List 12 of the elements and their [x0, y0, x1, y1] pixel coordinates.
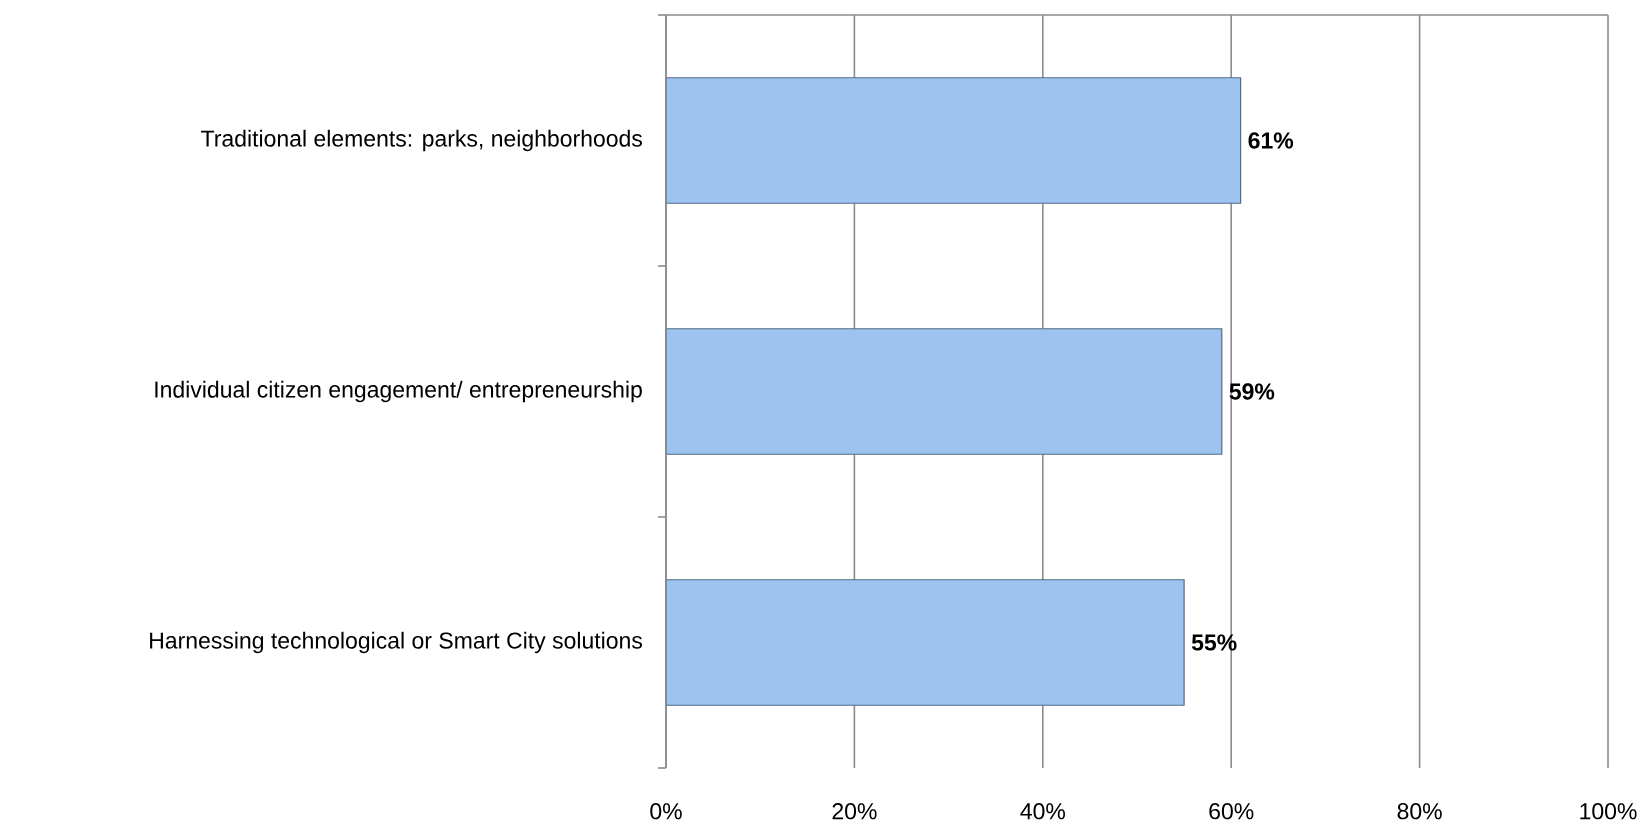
x-tick-label: 0%	[650, 803, 682, 820]
x-tick-label: 40%	[1020, 803, 1065, 820]
y-tick-label: Harnessing technological or Smart City solutions	[150, 631, 643, 654]
x-tick-label: 100%	[1580, 803, 1637, 820]
x-tick-label: 80%	[1397, 803, 1442, 820]
y-tick-label: Traditional elements: parks, neighborhoods	[201, 129, 642, 152]
data-label: 59%	[1229, 383, 1275, 400]
x-tick-label: 60%	[1209, 803, 1254, 820]
data-label: 61%	[1248, 132, 1294, 149]
x-tick-label: 20%	[832, 803, 877, 820]
data-label: 55%	[1191, 634, 1237, 651]
y-tick-label: Individual citizen engagement/ entrepreneurship	[155, 380, 642, 403]
